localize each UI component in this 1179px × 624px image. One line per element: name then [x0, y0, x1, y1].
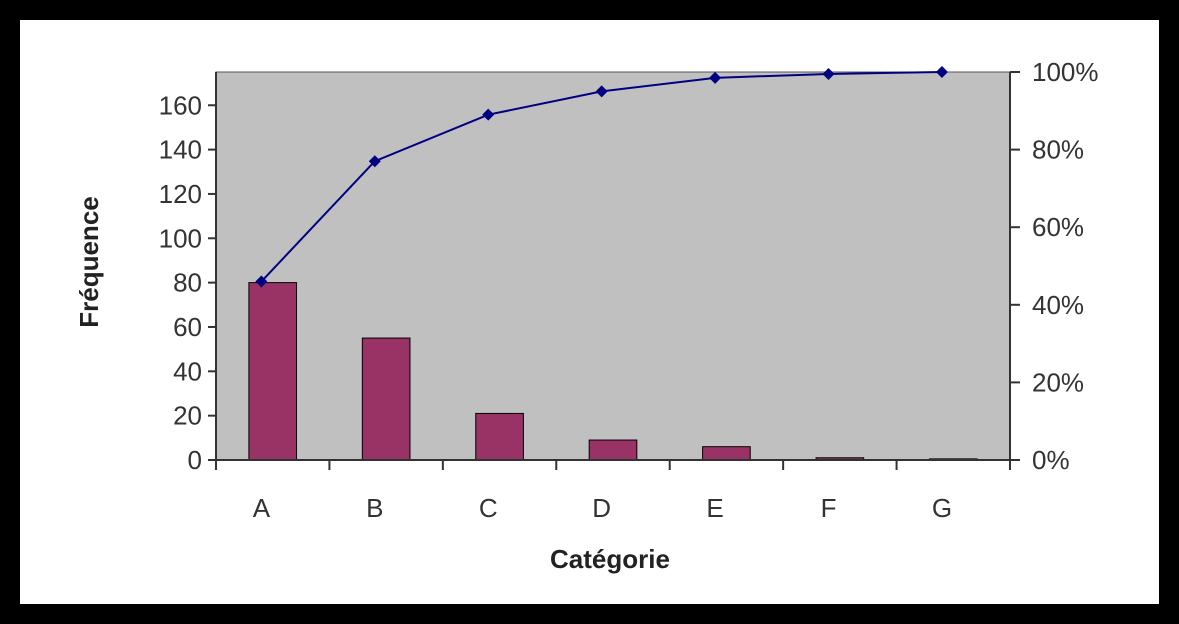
bar-B [361, 337, 411, 461]
x-axis: A B C D E F G [215, 459, 1011, 523]
line-point-E [709, 71, 722, 84]
line-point-C [482, 108, 495, 121]
right-axis: 0% 20% 40% 60% 80% 100% [1009, 57, 1099, 475]
left-axis: 0 20 40 60 80 100 120 140 160 [159, 72, 217, 475]
right-tick-label: 0% [1032, 445, 1070, 475]
left-tick-label: 20 [173, 401, 202, 431]
right-tick-label: 20% [1032, 367, 1084, 397]
x-tick-label-G: G [932, 493, 952, 523]
x-tick-label-D: D [592, 493, 611, 523]
bar-A [248, 282, 298, 461]
x-tick-label-A: A [253, 493, 271, 523]
cumulative-line-group [255, 66, 948, 288]
y-axis-title: Fréquence [74, 196, 104, 328]
bar-D [588, 439, 638, 461]
x-tick-label-F: F [821, 493, 837, 523]
left-tick-label: 0 [188, 445, 202, 475]
bar-E [702, 446, 751, 461]
left-tick-label: 120 [159, 179, 202, 209]
plot-area [215, 71, 1011, 461]
line-point-G [935, 66, 948, 78]
left-tick-label: 160 [159, 90, 202, 120]
right-tick-label: 40% [1032, 290, 1084, 320]
bar-C [475, 412, 524, 461]
x-axis-title: Catégorie [550, 544, 670, 574]
left-tick-label: 40 [173, 356, 202, 386]
right-tick-label: 60% [1032, 212, 1084, 242]
left-tick-label: 140 [159, 135, 202, 165]
line-point-F [822, 67, 835, 80]
left-tick-label: 80 [173, 268, 202, 298]
bar-group [248, 282, 978, 461]
right-tick-label: 100% [1032, 57, 1099, 87]
right-tick-label: 80% [1032, 135, 1084, 165]
line-point-A [255, 275, 268, 288]
line-point-D [595, 85, 608, 98]
line-point-B [368, 155, 381, 168]
left-tick-label: 60 [173, 312, 202, 342]
x-tick-label-E: E [706, 493, 723, 523]
x-tick-label-B: B [366, 493, 383, 523]
x-tick-label-C: C [479, 493, 498, 523]
left-tick-label: 100 [159, 223, 202, 253]
